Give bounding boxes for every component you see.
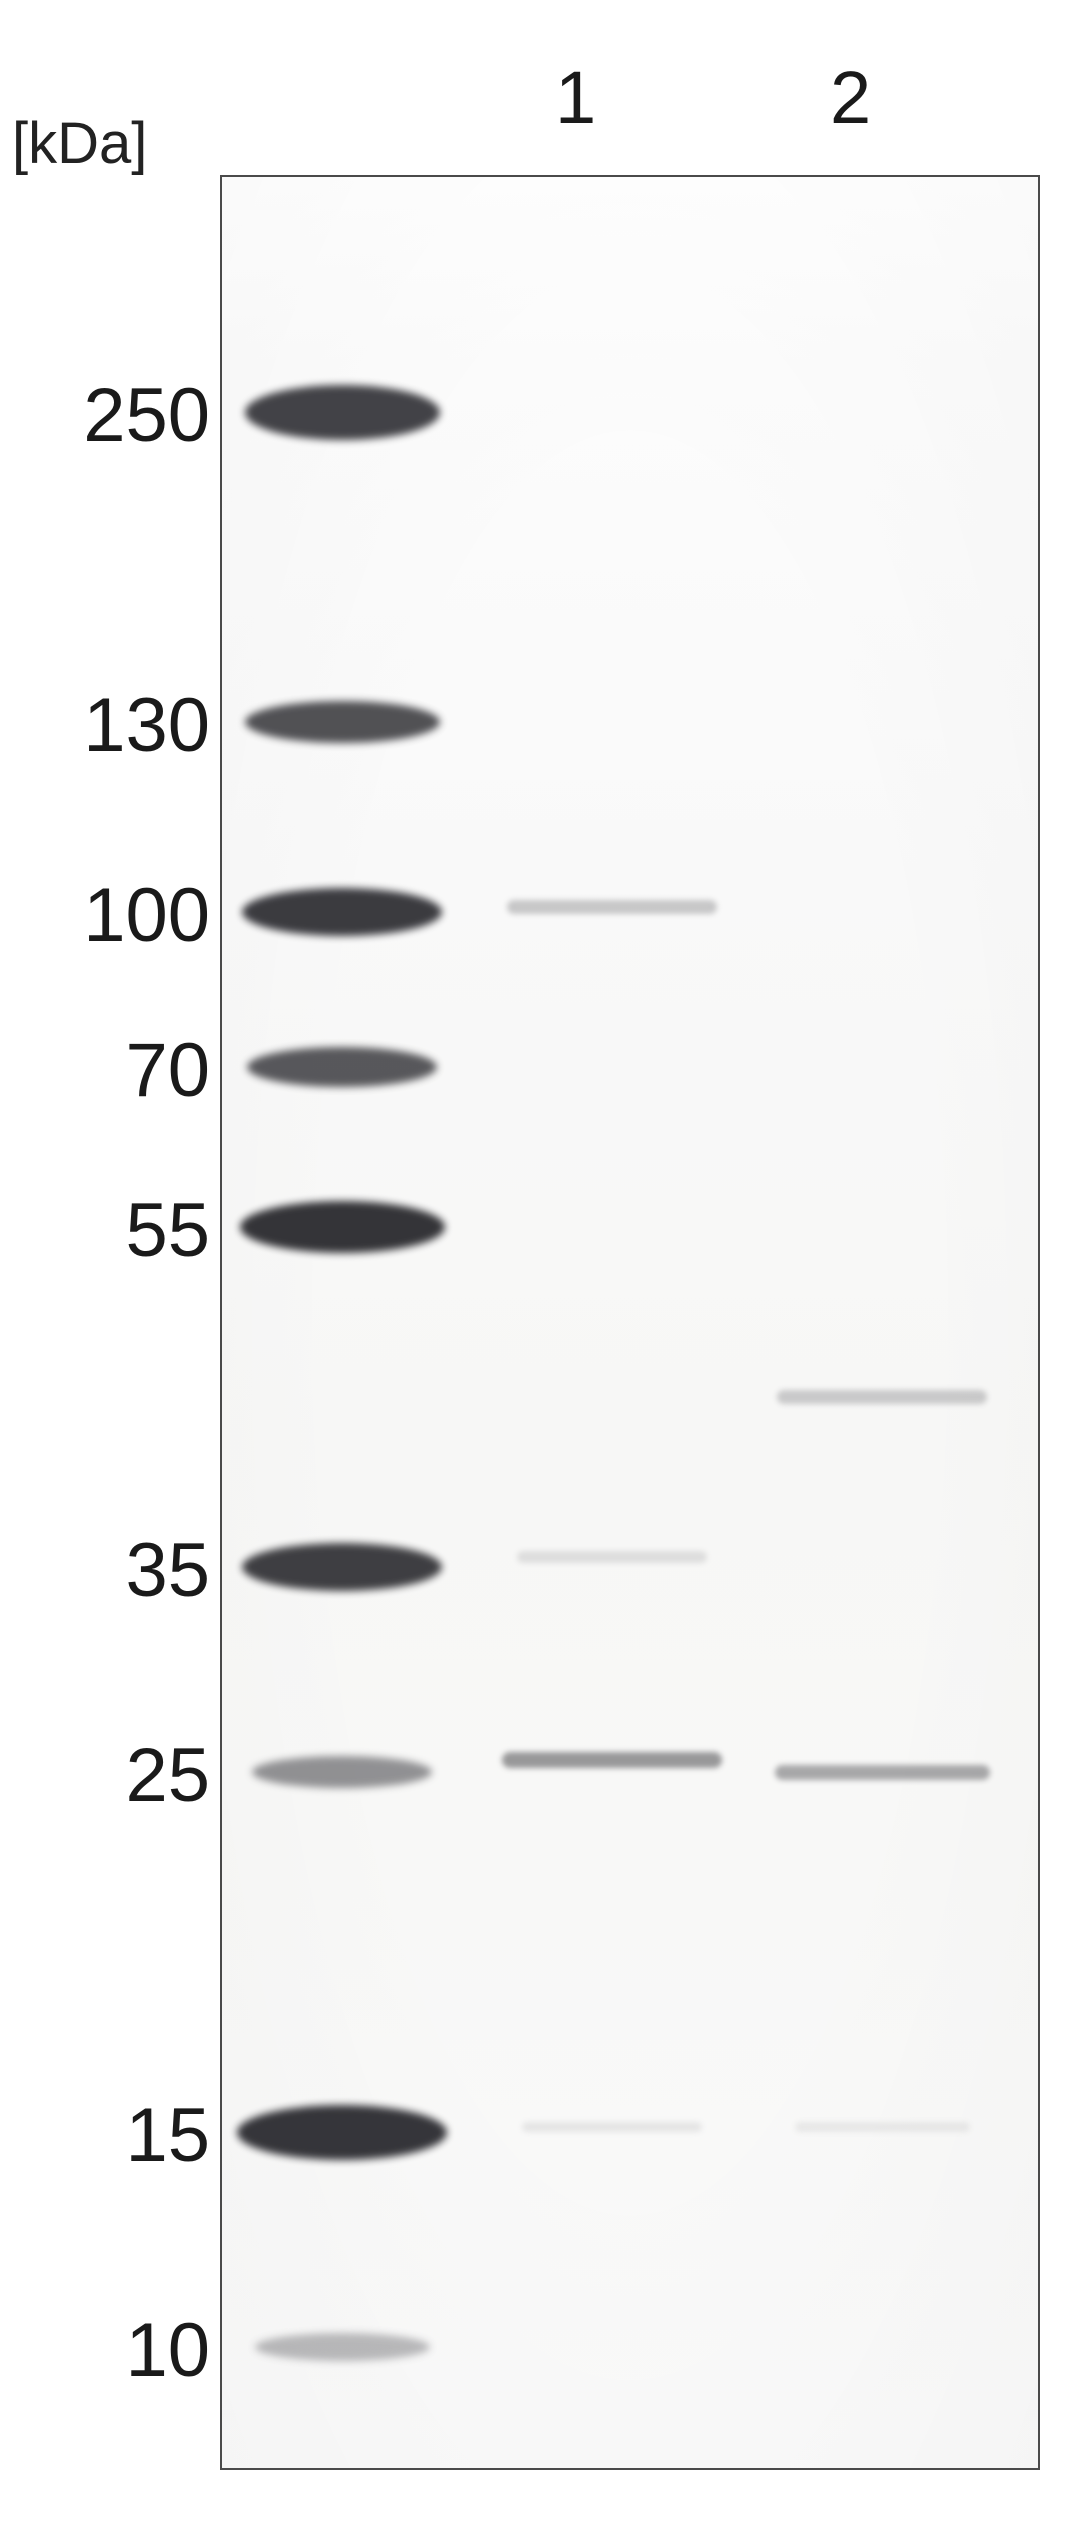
figure-container: [kDa] 1 2 250 130 100 70 55 35 25 15 10: [0, 0, 1080, 2526]
ladder-band-35kda: [242, 1543, 442, 1591]
ladder-band-25kda: [252, 1756, 432, 1788]
mw-label-15: 15: [125, 2092, 210, 2179]
mw-label-25: 25: [125, 1732, 210, 1819]
band-lane2-6: [795, 2122, 970, 2132]
ladder-band-55kda: [240, 1201, 445, 1253]
band-lane2-4: [777, 1390, 987, 1404]
mw-label-100: 100: [83, 872, 210, 959]
lane-label-1: 1: [555, 55, 596, 140]
mw-label-55: 55: [125, 1187, 210, 1274]
band-lane2-5: [775, 1765, 990, 1780]
lane-label-2: 2: [830, 55, 871, 140]
ladder-band-100kda: [242, 888, 442, 936]
blot-membrane: [220, 175, 1040, 2470]
band-lane1-0: [507, 900, 717, 914]
band-lane1-2: [502, 1752, 722, 1768]
axis-title: [kDa]: [12, 110, 147, 177]
ladder-band-70kda: [247, 1047, 437, 1087]
ladder-band-10kda: [255, 2333, 430, 2361]
mw-label-10: 10: [125, 2307, 210, 2394]
band-lane1-1: [517, 1551, 707, 1563]
ladder-band-15kda: [237, 2105, 447, 2160]
ladder-band-250kda: [245, 385, 440, 440]
mw-label-130: 130: [83, 682, 210, 769]
mw-label-70: 70: [125, 1027, 210, 1114]
ladder-band-130kda: [245, 701, 440, 743]
mw-label-250: 250: [83, 372, 210, 459]
band-lane1-3: [522, 2122, 702, 2132]
mw-label-35: 35: [125, 1527, 210, 1614]
